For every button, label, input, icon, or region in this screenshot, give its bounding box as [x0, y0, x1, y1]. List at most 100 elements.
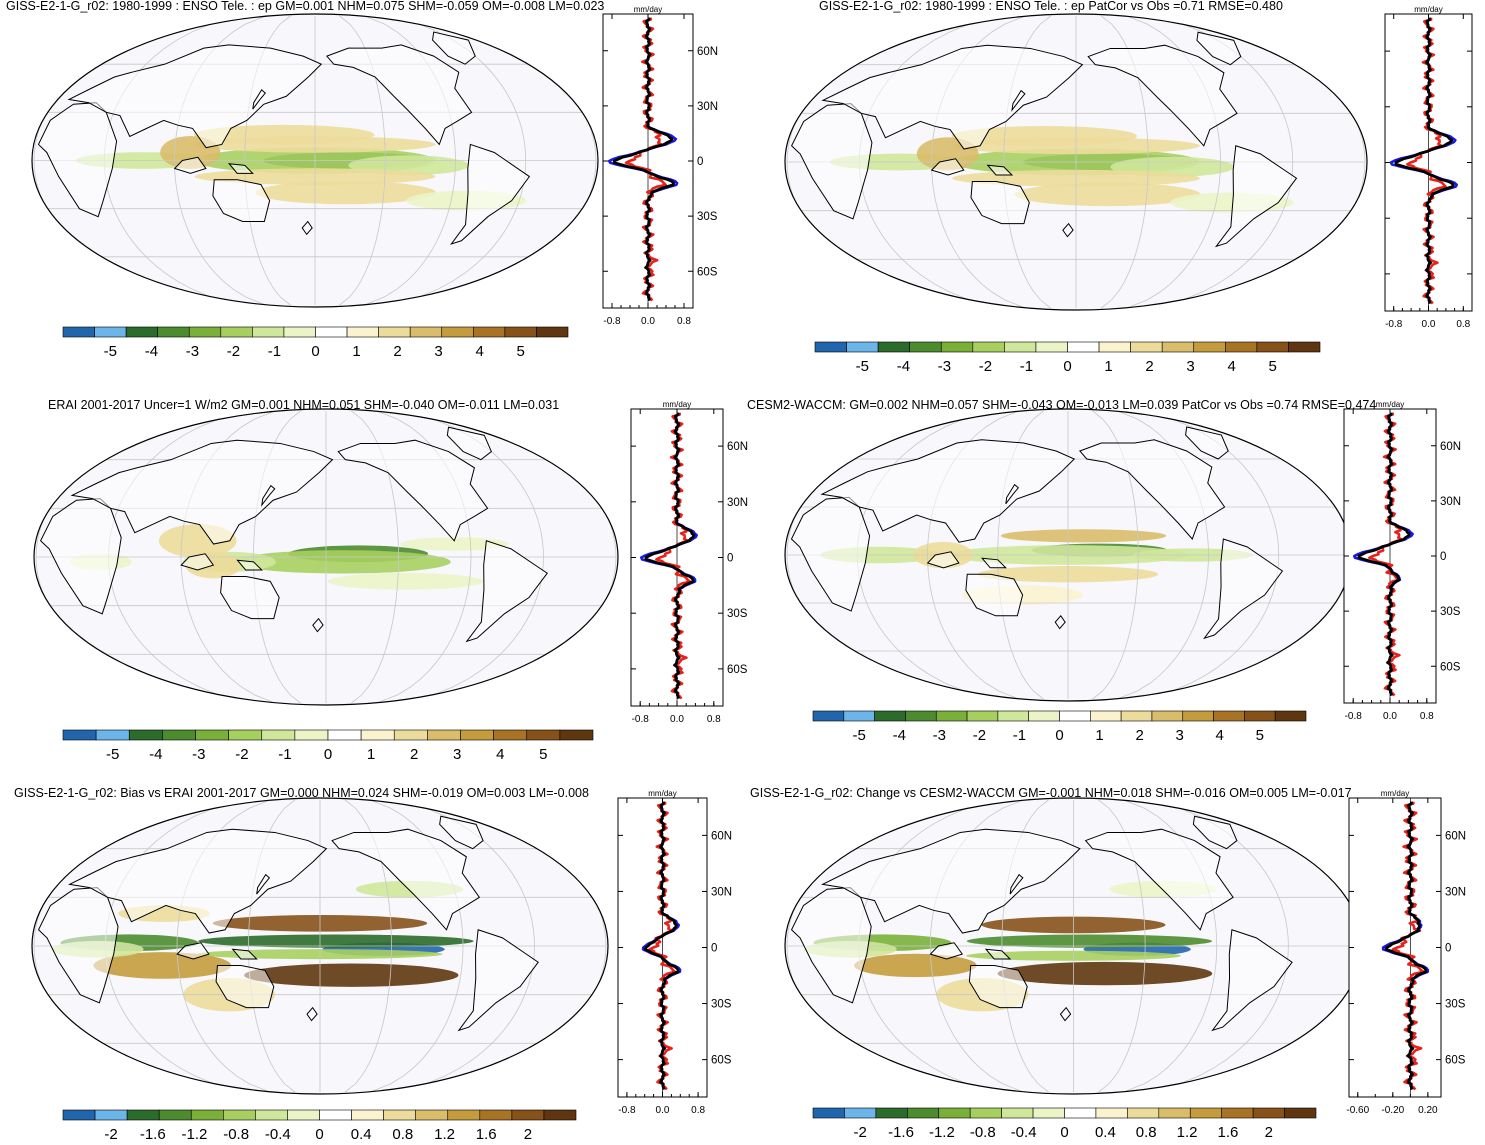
- coastline: [261, 484, 276, 507]
- world-map: [784, 13, 1368, 311]
- x-tick-label: 0.0: [670, 714, 684, 725]
- colorbar-cell: [1004, 341, 1037, 353]
- coastline: [176, 942, 210, 960]
- graticule-meridian: [388, 15, 527, 306]
- colorbar-cell: [877, 341, 910, 353]
- coastline: [180, 553, 215, 571]
- zonal-mean-plot: -0.60 -0.20 0.20 60N 30N 0 30S 60S mm/day: [1346, 789, 1466, 1116]
- map-border: [31, 797, 609, 1095]
- colorbar-label: -0.8: [970, 1124, 996, 1141]
- colorbar-cell: [228, 729, 263, 741]
- colorbar-cell: [188, 326, 222, 338]
- colorbar-label: 0: [324, 746, 332, 763]
- colorbar-label: -1.6: [140, 1126, 166, 1143]
- coastline: [1192, 815, 1238, 850]
- colorbar-label: 2: [524, 1126, 532, 1143]
- panel-title: ERAI 2001-2017 Uncer=1 W/m2 GM=0.001 NHM…: [48, 398, 560, 412]
- anomaly-shading: [328, 573, 484, 590]
- coastline: [312, 617, 324, 633]
- colorbar-label: -2: [227, 343, 240, 360]
- coastline: [1059, 1006, 1072, 1022]
- colorbar-cell: [125, 326, 158, 338]
- colorbar-cell: [504, 326, 537, 338]
- x-tick-label: -0.8: [1345, 711, 1363, 722]
- colorbar-cell: [1225, 341, 1258, 353]
- anomaly-shading: [255, 181, 436, 205]
- colorbar-label: 3: [453, 746, 461, 763]
- coastline: [37, 102, 118, 218]
- coastline: [1211, 929, 1293, 1032]
- colorbar-label: 4: [1227, 358, 1235, 375]
- unit-label: mm/day: [1376, 400, 1404, 409]
- colorbar-cell: [1028, 710, 1060, 722]
- colorbar-cell: [1032, 1107, 1065, 1119]
- x-tick-label: 0.8: [707, 714, 721, 725]
- x-tick-label: 0.0: [656, 1105, 670, 1116]
- world-map: [31, 13, 599, 308]
- colorbar-cell: [1284, 1107, 1317, 1119]
- colorbar-cell: [1098, 341, 1131, 353]
- lat-label: 60N: [727, 441, 748, 453]
- colorbar-cell: [1274, 710, 1307, 722]
- colorbar-label: -4: [897, 358, 910, 375]
- colorbar-cell: [1244, 710, 1276, 722]
- lat-label: 30N: [1445, 886, 1466, 898]
- colorbar-label: 1.2: [1177, 1124, 1198, 1141]
- colorbar-cell: [473, 326, 506, 338]
- anomaly-shading: [1014, 182, 1201, 207]
- colorbar-label: 4: [1216, 727, 1224, 744]
- lat-label: 30S: [1440, 606, 1461, 618]
- x-tick-label: 0.8: [1420, 711, 1434, 722]
- lat-label: 60S: [1440, 661, 1461, 673]
- coastline: [173, 156, 207, 174]
- unit-label: mm/day: [648, 789, 676, 798]
- x-tick-label: -0.8: [1385, 319, 1403, 330]
- lat-label: 60N: [1440, 441, 1461, 453]
- coastline: [790, 887, 872, 1004]
- colorbar-cell: [812, 710, 845, 722]
- anomaly-shading: [233, 550, 451, 574]
- colorbar-cell: [1189, 1107, 1222, 1119]
- colorbar-cell: [511, 1109, 545, 1121]
- x-tick-label: -0.8: [603, 316, 621, 327]
- colorbar: -5 -4 -3 -2 -1 0 1 2 3 4 5: [62, 326, 569, 360]
- x-tick-label: 0.8: [1456, 319, 1470, 330]
- colorbar-label: -2: [979, 358, 992, 375]
- colorbar-cell: [1130, 341, 1163, 353]
- coastline: [926, 551, 960, 569]
- colorbar-cell: [1090, 710, 1122, 722]
- x-tick-label: -0.8: [632, 714, 650, 725]
- unit-label: mm/day: [634, 5, 662, 14]
- coastline: [331, 828, 481, 931]
- colorbar-label: 2: [1265, 1124, 1273, 1141]
- colorbar-cell: [1161, 341, 1195, 353]
- coastline: [326, 44, 473, 146]
- colorbar-label: -4: [145, 343, 158, 360]
- coastline: [1084, 828, 1234, 931]
- x-tick-label: -0.8: [618, 1105, 636, 1116]
- coastline: [432, 31, 476, 65]
- anomaly-shading: [997, 961, 1213, 986]
- colorbar-cell: [1182, 710, 1214, 722]
- colorbar-label: 1: [1095, 727, 1103, 744]
- colorbar-label: -3: [933, 727, 946, 744]
- colorbar-cell: [909, 341, 942, 353]
- coastline: [457, 929, 539, 1032]
- colorbar-label: 2: [393, 343, 401, 360]
- colorbar-cell: [1151, 710, 1184, 722]
- lat-label: 30S: [727, 608, 748, 620]
- colorbar-label: -4: [149, 746, 162, 763]
- world-map: [31, 797, 609, 1095]
- coastline: [1009, 873, 1024, 895]
- unit-label: mm/day: [1414, 5, 1442, 14]
- graticule-meridian: [394, 799, 535, 1093]
- colorbar-cell: [94, 326, 127, 338]
- coastline: [970, 180, 1030, 225]
- unit-label: mm/day: [1381, 789, 1409, 798]
- coastline: [215, 964, 275, 1009]
- world-map: [784, 408, 1352, 702]
- colorbar-label: -5: [106, 746, 119, 763]
- coastline: [306, 1006, 318, 1022]
- colorbar-cell: [940, 341, 974, 353]
- lat-label: 30S: [711, 999, 732, 1011]
